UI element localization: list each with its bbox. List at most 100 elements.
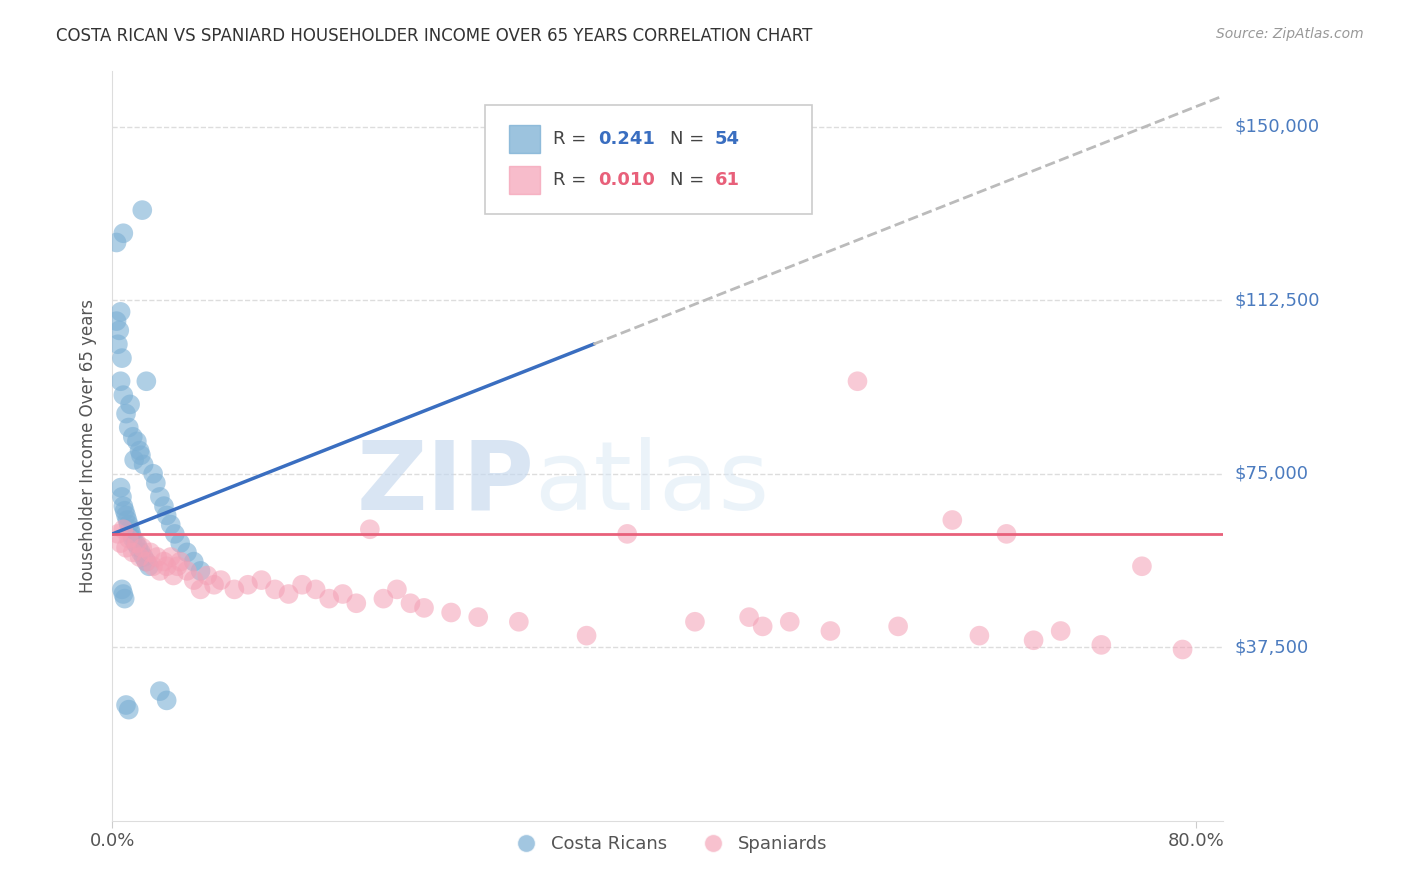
Point [508, 615, 530, 629]
Point [738, 610, 761, 624]
Point [385, 582, 408, 597]
Point [224, 582, 246, 597]
Point [1049, 624, 1071, 638]
Text: $150,000: $150,000 [1234, 118, 1319, 136]
Point [110, 481, 132, 495]
Text: COSTA RICAN VS SPANIARD HOUSEHOLDER INCOME OVER 65 YEARS CORRELATION CHART: COSTA RICAN VS SPANIARD HOUSEHOLDER INCO… [56, 27, 813, 45]
Point [149, 684, 172, 698]
Point [115, 407, 138, 421]
Point [107, 527, 129, 541]
Point [373, 591, 395, 606]
Point [125, 536, 148, 550]
Point [683, 615, 706, 629]
Point [156, 559, 179, 574]
Point [291, 578, 314, 592]
Point [190, 582, 212, 597]
Point [138, 559, 160, 574]
Text: ZIP: ZIP [357, 437, 534, 530]
Point [111, 351, 134, 365]
Point [359, 522, 381, 536]
Point [105, 235, 128, 250]
Point [467, 610, 489, 624]
Point [110, 374, 132, 388]
Point [121, 545, 143, 559]
Text: R =: R = [554, 171, 592, 189]
Point [110, 305, 132, 319]
Point [107, 337, 129, 351]
Point [125, 434, 148, 449]
Point [120, 397, 142, 411]
Point [176, 564, 198, 578]
Point [277, 587, 299, 601]
Point [114, 591, 136, 606]
Text: atlas: atlas [534, 437, 769, 530]
Point [195, 568, 218, 582]
Point [176, 545, 198, 559]
Point [616, 527, 638, 541]
Point [209, 573, 232, 587]
Point [163, 527, 186, 541]
Point [145, 475, 167, 490]
Point [112, 522, 135, 536]
Point [156, 508, 179, 523]
Point [112, 587, 135, 601]
Point [129, 545, 152, 559]
Point [190, 564, 212, 578]
Point [135, 374, 157, 388]
Point [112, 499, 135, 513]
Point [305, 582, 328, 597]
Point [132, 458, 155, 472]
Point [129, 448, 152, 462]
Point [236, 578, 259, 592]
Point [575, 629, 598, 643]
Point [887, 619, 910, 633]
Point [112, 388, 135, 402]
Point [149, 490, 172, 504]
Point [995, 527, 1018, 541]
Point [159, 517, 181, 532]
Point [250, 573, 273, 587]
Point [413, 600, 436, 615]
Text: 61: 61 [714, 171, 740, 189]
Point [120, 527, 142, 541]
Point [128, 443, 150, 458]
Point [135, 555, 157, 569]
Point [779, 615, 801, 629]
Point [162, 568, 184, 582]
Point [153, 555, 176, 569]
Point [751, 619, 773, 633]
Point [202, 578, 225, 592]
Point [118, 703, 141, 717]
Point [121, 430, 143, 444]
Point [112, 226, 135, 240]
Text: $37,500: $37,500 [1234, 638, 1309, 657]
Point [115, 541, 138, 555]
Point [118, 532, 141, 546]
Point [131, 203, 153, 218]
Point [344, 596, 367, 610]
Y-axis label: Householder Income Over 65 years: Householder Income Over 65 years [79, 299, 97, 593]
Point [117, 513, 139, 527]
Text: 0.010: 0.010 [598, 171, 655, 189]
Point [183, 573, 205, 587]
Point [139, 545, 162, 559]
Text: N =: N = [671, 130, 710, 148]
Point [183, 555, 205, 569]
Point [820, 624, 842, 638]
Point [122, 453, 145, 467]
Point [111, 582, 134, 597]
Point [318, 591, 340, 606]
Point [332, 587, 354, 601]
Point [1130, 559, 1153, 574]
Point [1090, 638, 1112, 652]
Point [110, 536, 132, 550]
Point [149, 564, 172, 578]
Point [132, 549, 155, 564]
Point [128, 549, 150, 564]
Point [166, 559, 188, 574]
Point [969, 629, 991, 643]
Point [124, 536, 146, 550]
Point [264, 582, 287, 597]
Text: 54: 54 [714, 130, 740, 148]
Point [156, 693, 179, 707]
